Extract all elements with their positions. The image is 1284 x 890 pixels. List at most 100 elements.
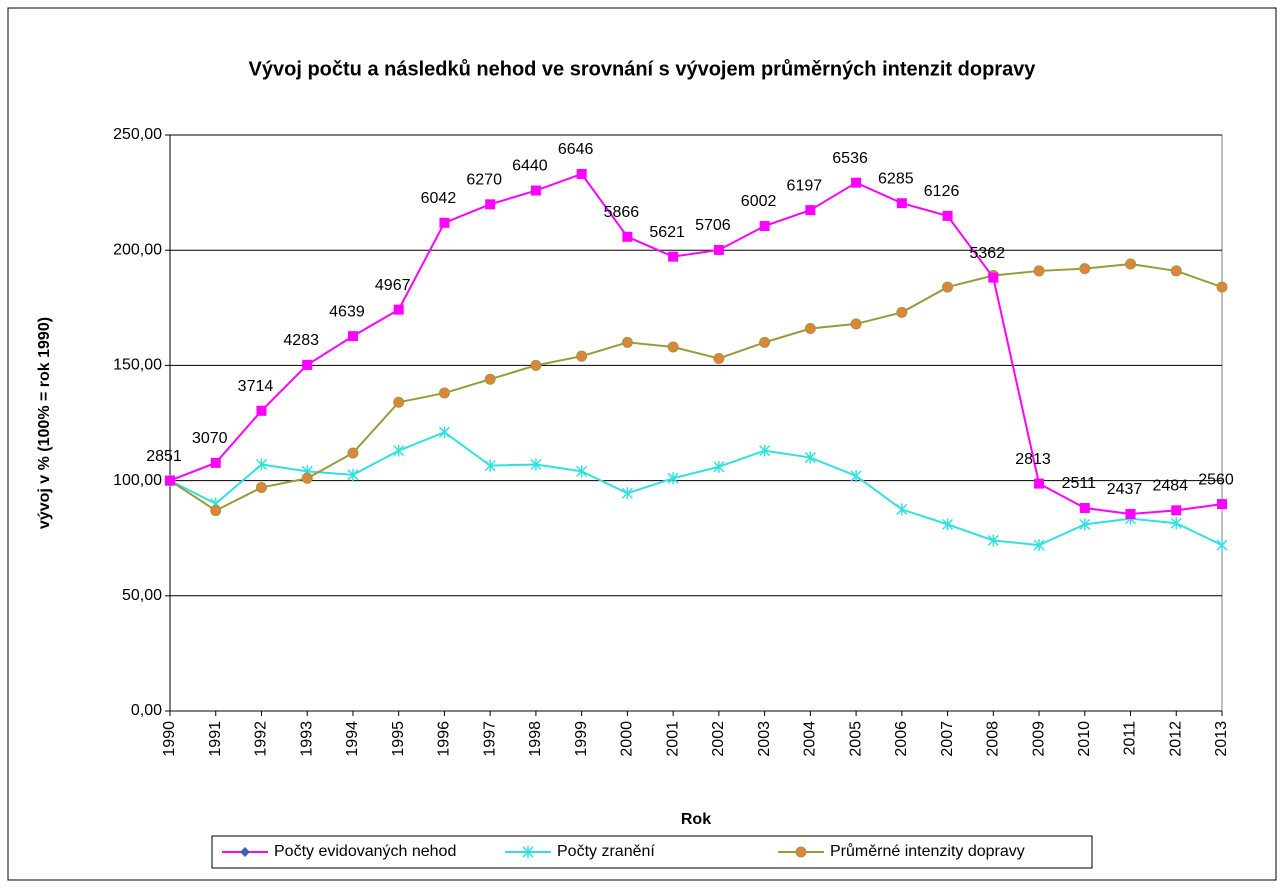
- y-tick-label: 200,00: [113, 241, 162, 258]
- data-point: [1170, 265, 1182, 277]
- data-point: [302, 359, 313, 370]
- series-line: [169, 431, 1223, 547]
- data-point: [438, 426, 450, 439]
- legend-marker: [795, 846, 807, 858]
- data-point: [1170, 517, 1182, 530]
- data-point: [347, 447, 359, 459]
- data-point: [393, 396, 405, 408]
- data-point: [1079, 503, 1090, 514]
- x-tick-label: 1993: [298, 721, 315, 757]
- x-tick-label: 1999: [573, 721, 590, 757]
- data-label: 5362: [970, 245, 1006, 262]
- data-label: 4283: [283, 332, 319, 349]
- legend-label: Průměrné intenzity dopravy: [830, 842, 1025, 860]
- data-point: [347, 331, 358, 342]
- x-tick-label: 2013: [1213, 721, 1230, 757]
- data-label: 2511: [1062, 475, 1097, 492]
- data-point: [576, 465, 588, 478]
- x-tick-label: 2000: [619, 721, 636, 757]
- data-point: [530, 458, 542, 471]
- data-label: 2851: [146, 448, 182, 465]
- x-tick-label: 2006: [893, 721, 910, 757]
- y-tick-label: 50,00: [122, 587, 162, 604]
- y-tick-label: 0,00: [131, 702, 162, 719]
- data-label: 6126: [924, 183, 960, 200]
- data-point: [667, 341, 679, 353]
- data-point: [896, 503, 908, 516]
- data-point: [1034, 478, 1045, 489]
- data-point: [530, 359, 542, 371]
- data-point: [530, 185, 541, 196]
- x-tick-label: 2005: [847, 721, 864, 757]
- data-point: [301, 472, 313, 484]
- data-point: [255, 458, 268, 471]
- data-point: [622, 231, 633, 242]
- data-label: 2813: [1015, 451, 1051, 468]
- data-label: 5866: [604, 204, 640, 221]
- data-point: [804, 451, 816, 464]
- data-point: [1216, 539, 1228, 552]
- data-point: [210, 457, 221, 468]
- y-tick-label: 100,00: [113, 472, 162, 489]
- data-label: 6002: [741, 193, 777, 210]
- data-label: 5706: [695, 217, 731, 234]
- x-tick-label: 1995: [390, 721, 407, 757]
- data-point: [393, 444, 405, 457]
- data-point: [851, 177, 862, 188]
- data-label: 6270: [466, 172, 502, 189]
- data-point: [210, 505, 222, 517]
- data-label: 2484: [1152, 478, 1188, 495]
- data-point: [942, 281, 954, 293]
- x-tick-label: 2002: [710, 721, 727, 757]
- x-tick-label: 2010: [1076, 721, 1093, 757]
- data-point: [850, 469, 862, 482]
- data-point: [347, 468, 359, 481]
- legend-label: Počty evidovaných nehod: [274, 843, 456, 860]
- data-point: [576, 168, 587, 179]
- data-label: 6197: [787, 177, 823, 194]
- data-label: 4639: [329, 303, 365, 320]
- data-point: [439, 217, 450, 228]
- y-tick-label: 150,00: [113, 357, 162, 374]
- data-point: [988, 272, 999, 283]
- x-tick-label: 2011: [1122, 721, 1139, 756]
- data-point: [804, 323, 816, 335]
- data-label: 3070: [192, 430, 228, 447]
- x-tick-label: 1991: [207, 721, 224, 757]
- data-point: [896, 198, 907, 209]
- data-point: [485, 199, 496, 210]
- data-point: [942, 210, 953, 221]
- data-point: [255, 482, 267, 494]
- data-point: [759, 444, 771, 457]
- x-tick-label: 1990: [161, 721, 178, 757]
- data-point: [759, 336, 771, 348]
- data-label: 3714: [238, 378, 274, 395]
- data-point: [1216, 281, 1228, 293]
- data-point: [1125, 509, 1136, 520]
- data-point: [1079, 263, 1091, 275]
- y-tick-label: 250,00: [113, 126, 162, 143]
- data-point: [621, 487, 633, 500]
- x-tick-label: 2003: [756, 721, 773, 757]
- data-point: [621, 336, 633, 348]
- legend-box: [211, 835, 1093, 869]
- data-point: [713, 244, 724, 255]
- data-point: [484, 459, 496, 472]
- data-point: [942, 518, 954, 531]
- data-point: [713, 460, 725, 473]
- data-point: [1171, 505, 1182, 516]
- chart-title: Vývoj počtu a následků nehod ve srovnání…: [249, 58, 1037, 80]
- legend-marker: [240, 847, 250, 857]
- data-point: [759, 221, 770, 232]
- data-point: [1033, 539, 1045, 552]
- data-point: [987, 534, 999, 547]
- series-line: [169, 263, 1223, 512]
- x-tick-label: 2007: [939, 721, 956, 757]
- data-point: [713, 352, 725, 364]
- x-axis-title: Rok: [681, 811, 711, 828]
- data-point: [668, 251, 679, 262]
- x-tick-label: 2012: [1167, 721, 1184, 757]
- data-point: [576, 350, 588, 362]
- y-axis-title: vývoj v % (100% = rok 1990): [36, 317, 53, 529]
- data-label: 2437: [1107, 481, 1143, 498]
